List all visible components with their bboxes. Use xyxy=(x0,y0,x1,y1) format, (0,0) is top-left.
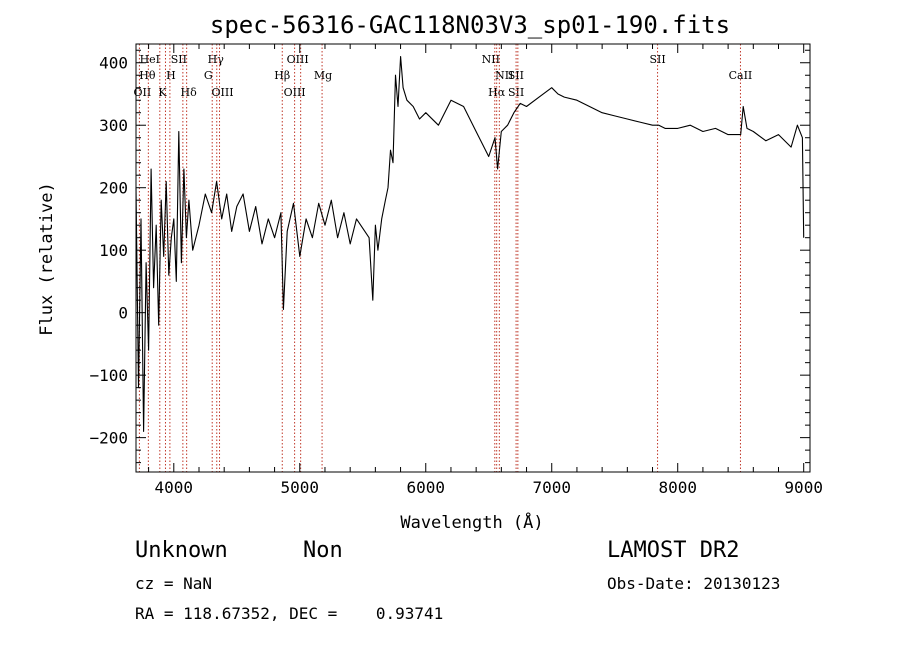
emission-line-label: SII xyxy=(649,53,665,66)
emission-line-label: H xyxy=(166,69,176,82)
emission-line-label: Mg xyxy=(314,69,332,82)
coordinates: RA = 118.67352, DEC = 0.93741 xyxy=(135,604,444,623)
y-tick-label: 300 xyxy=(99,116,128,135)
x-tick-label: 7000 xyxy=(532,478,571,497)
observation-date: Obs-Date: 20130123 xyxy=(607,574,781,593)
survey-name: LAMOST DR2 xyxy=(607,538,740,563)
x-tick-label: 5000 xyxy=(281,478,320,497)
emission-line-label: OII xyxy=(134,86,152,99)
object-subclass: Non xyxy=(303,538,343,563)
emission-line-label: Hθ xyxy=(139,69,156,82)
emission-line-label: SII xyxy=(171,53,187,66)
x-tick-label: 9000 xyxy=(784,478,823,497)
chart-title: spec-56316-GAC118N03V3_sp01-190.fits xyxy=(210,11,730,39)
emission-line-label: Hδ xyxy=(181,86,198,99)
spectrum-series xyxy=(135,55,805,432)
emission-line-label: Hα xyxy=(488,86,506,99)
emission-line-label: SII xyxy=(508,69,524,82)
x-axis-label: Wavelength (Å) xyxy=(400,511,543,533)
x-tick-label: 8000 xyxy=(658,478,697,497)
emission-line-label: SII xyxy=(508,86,524,99)
emission-line-label: OIII xyxy=(287,53,309,66)
emission-line-label: HeI xyxy=(140,53,160,66)
emission-line-label: G xyxy=(204,69,213,82)
y-axis-label: Flux (relative) xyxy=(37,182,57,336)
y-tick-label: −200 xyxy=(89,429,128,448)
emission-line-markers: OII Hθ HeI KH SII Hδ G Hγ OIII Hβ OIII OIII Mg NII Hα N… xyxy=(134,44,753,472)
emission-line-label: NII xyxy=(482,53,500,66)
y-tick-label: −100 xyxy=(89,366,128,385)
redshift-cz: cz = NaN xyxy=(135,574,213,593)
y-tick-label: 100 xyxy=(99,241,128,260)
y-tick-label: 200 xyxy=(99,179,128,198)
emission-line-label: CaII xyxy=(729,69,753,82)
x-tick-label: 6000 xyxy=(406,478,445,497)
object-class: Unknown xyxy=(135,538,228,563)
plot-frame xyxy=(135,43,811,473)
emission-line-label: Hβ xyxy=(274,69,290,82)
x-tick-label: 4000 xyxy=(155,478,194,497)
emission-line-label: NII xyxy=(495,69,513,82)
y-tick-label: 400 xyxy=(99,54,128,73)
emission-line-label: OIII xyxy=(211,86,233,99)
emission-line-label: Hγ xyxy=(208,53,225,66)
spectrum-line xyxy=(135,55,805,432)
emission-line-label: OIII xyxy=(284,86,306,99)
emission-line-label: K xyxy=(158,86,167,99)
y-tick-label: 0 xyxy=(118,304,128,323)
axes: 4000 5000 6000 7000 8000 9000 −200 −100 0 100 200 3… xyxy=(89,43,823,497)
